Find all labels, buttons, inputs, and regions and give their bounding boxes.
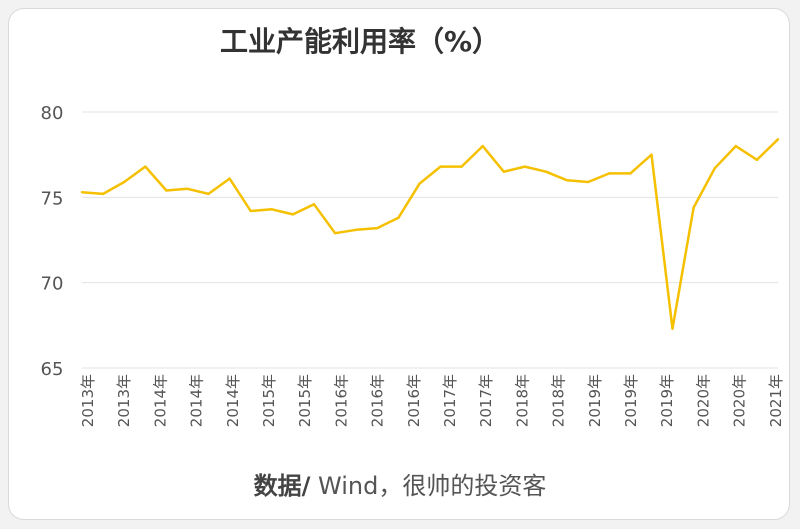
data-point xyxy=(650,153,653,156)
x-tick-label: 2013年 xyxy=(79,374,97,427)
data-point xyxy=(397,216,400,220)
data-point xyxy=(270,208,274,211)
data-point xyxy=(776,138,780,141)
data-point xyxy=(291,213,295,216)
data-point xyxy=(228,177,231,180)
source-note: 数据/ Wind，很帅的投资客 xyxy=(0,466,800,501)
data-point xyxy=(101,192,105,196)
data-point xyxy=(418,182,421,185)
x-tick-label: 2020年 xyxy=(731,374,749,427)
data-point xyxy=(312,202,316,206)
data-point xyxy=(544,170,548,173)
series-line xyxy=(81,138,779,330)
data-point xyxy=(586,180,590,184)
x-tick-label: 2019年 xyxy=(622,374,640,427)
chart-card xyxy=(8,8,790,520)
x-tick-label: 2017年 xyxy=(441,374,459,427)
x-tick-label: 2014年 xyxy=(188,374,206,427)
data-point xyxy=(249,209,252,213)
data-point xyxy=(122,180,126,184)
x-tick-label: 2016年 xyxy=(332,374,350,427)
data-point xyxy=(692,206,695,209)
x-tick-label: 2013年 xyxy=(115,374,133,427)
data-point xyxy=(207,192,210,196)
x-tick-label: 2016年 xyxy=(369,374,387,427)
x-tick-label: 2016年 xyxy=(405,374,423,427)
x-tick-label: 2017年 xyxy=(477,374,495,427)
data-point xyxy=(502,170,506,173)
x-tick-label: 2019年 xyxy=(658,374,676,427)
y-axis-ticks: 65 70 75 80 xyxy=(41,103,64,380)
source-text: Wind，很帅的投资客 xyxy=(310,472,547,500)
data-point xyxy=(460,165,463,168)
data-point xyxy=(144,165,147,168)
data-point xyxy=(755,158,759,161)
x-tick-label: 2018年 xyxy=(513,374,531,427)
gridlines xyxy=(82,111,778,369)
x-tick-label: 2015年 xyxy=(296,374,314,427)
data-point xyxy=(165,189,168,192)
source-label: 数据/ xyxy=(253,472,311,500)
data-point xyxy=(608,172,611,175)
data-point xyxy=(671,327,674,330)
x-tick-label: 2018年 xyxy=(550,374,568,427)
x-tick-label: 2021年 xyxy=(767,374,785,427)
y-tick-label: 75 xyxy=(41,188,64,209)
x-axis-ticks: 2013年 2013年 2014年 2014年 2014年 2015年 2015年 2016年… xyxy=(79,374,785,427)
x-tick-label: 2014年 xyxy=(224,374,242,427)
data-point xyxy=(523,165,527,168)
data-point xyxy=(713,167,716,170)
data-point xyxy=(565,179,569,182)
x-tick-label: 2015年 xyxy=(260,374,278,427)
data-point xyxy=(629,172,632,175)
data-point xyxy=(354,228,358,231)
y-tick-label: 70 xyxy=(41,274,64,295)
data-point xyxy=(80,191,84,194)
y-tick-label: 80 xyxy=(41,103,64,124)
data-point xyxy=(481,144,484,148)
data-point xyxy=(186,187,189,190)
data-point xyxy=(333,231,337,235)
data-point xyxy=(439,165,442,168)
data-point xyxy=(734,144,738,148)
y-tick-label: 65 xyxy=(41,359,64,380)
data-point xyxy=(376,226,379,230)
x-tick-label: 2019年 xyxy=(586,374,604,427)
x-tick-label: 2020年 xyxy=(694,374,712,427)
x-tick-label: 2014年 xyxy=(151,374,169,427)
chart-title: 工业产能利用率（%） xyxy=(219,25,501,58)
series xyxy=(80,138,780,330)
